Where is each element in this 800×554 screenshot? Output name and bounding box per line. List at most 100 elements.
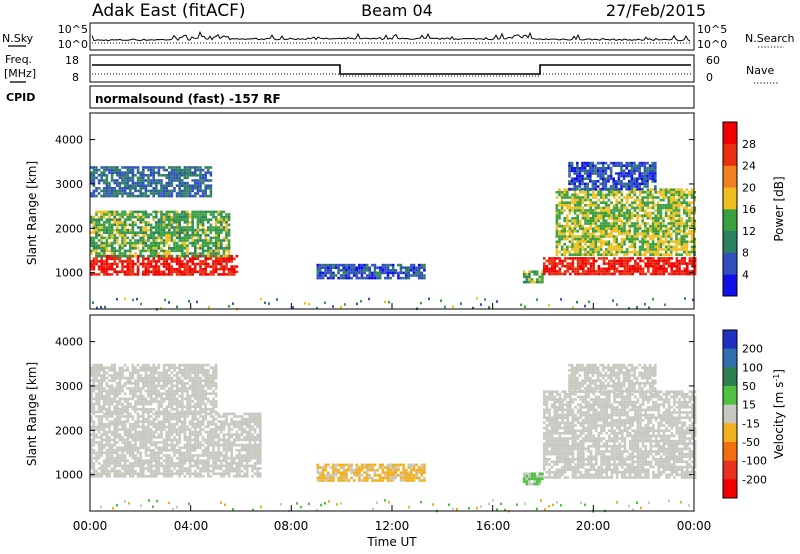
power-cell bbox=[636, 224, 639, 228]
power-cell bbox=[566, 222, 569, 225]
power-cell bbox=[664, 237, 668, 241]
velocity-cell bbox=[116, 441, 119, 444]
power-cell bbox=[157, 241, 161, 245]
power-cell bbox=[649, 211, 652, 215]
power-cell bbox=[360, 274, 364, 277]
power-cell bbox=[123, 174, 127, 177]
power-cell bbox=[204, 213, 207, 216]
velocity-cell bbox=[256, 456, 259, 460]
velocity-cell bbox=[134, 420, 137, 423]
nsky-label: N.Sky bbox=[2, 32, 34, 45]
power-cell bbox=[152, 273, 155, 276]
power-cell bbox=[201, 228, 205, 232]
velocity-cell bbox=[256, 462, 259, 465]
velocity-cell bbox=[196, 425, 200, 429]
velocity-cell bbox=[207, 441, 210, 444]
power-cell bbox=[160, 174, 163, 177]
velocity-cell bbox=[147, 462, 150, 465]
power-cell bbox=[635, 164, 639, 167]
power-cell bbox=[680, 248, 683, 251]
power-cell bbox=[609, 187, 613, 191]
velocity-cell bbox=[248, 425, 252, 429]
power-cell bbox=[220, 239, 223, 242]
power-cell bbox=[191, 262, 194, 266]
power-cell bbox=[610, 227, 613, 230]
velocity-cell bbox=[152, 443, 155, 447]
power-cell bbox=[233, 257, 236, 261]
velocity-cell bbox=[196, 430, 200, 434]
power-cell bbox=[576, 209, 579, 212]
power-cell bbox=[152, 247, 155, 250]
power-cell bbox=[363, 263, 366, 267]
velocity-cell bbox=[248, 454, 252, 457]
power-cell bbox=[610, 224, 613, 228]
power-cell bbox=[693, 222, 696, 225]
power-cell bbox=[607, 217, 611, 220]
power-cell bbox=[579, 227, 582, 230]
power-cell bbox=[675, 270, 679, 273]
power-cell bbox=[173, 249, 176, 253]
velocity-cell bbox=[235, 430, 239, 434]
power-cell bbox=[201, 192, 205, 195]
velocity-cell bbox=[243, 430, 246, 434]
power-cell bbox=[204, 228, 207, 232]
power-cell bbox=[579, 257, 582, 260]
power-cell bbox=[220, 231, 223, 234]
velocity-cell bbox=[196, 454, 200, 457]
power-cell bbox=[147, 247, 150, 250]
power-cell bbox=[599, 196, 603, 199]
power-cell bbox=[204, 234, 207, 237]
velocity-cell bbox=[134, 446, 137, 449]
power-cell bbox=[662, 217, 665, 220]
power-cell bbox=[92, 166, 96, 169]
power-cell bbox=[123, 187, 127, 190]
velocity-cell bbox=[199, 443, 202, 447]
power-cell bbox=[649, 206, 652, 210]
velocity-cell bbox=[97, 397, 101, 401]
power-cell bbox=[675, 188, 678, 191]
power-cell bbox=[654, 267, 658, 271]
power-cell bbox=[149, 179, 153, 182]
power-cell bbox=[576, 187, 579, 191]
power-cell bbox=[183, 218, 187, 221]
power-cell bbox=[685, 243, 689, 246]
power-cell bbox=[165, 257, 168, 261]
power-cell bbox=[212, 236, 215, 240]
velocity-cell bbox=[92, 438, 96, 442]
velocity-cell bbox=[183, 412, 187, 416]
power-cell bbox=[105, 231, 109, 234]
power-cell bbox=[97, 228, 101, 232]
nsearch-label: N.Search bbox=[745, 32, 795, 45]
power-cell bbox=[129, 254, 132, 258]
power-cell bbox=[108, 244, 111, 247]
power-cell bbox=[386, 269, 390, 272]
velocity-cell bbox=[183, 417, 187, 421]
power-cell bbox=[116, 249, 119, 253]
velocity-cell bbox=[201, 467, 205, 470]
velocity-cell bbox=[220, 443, 223, 447]
velocity-cell bbox=[246, 412, 249, 416]
power-cell bbox=[204, 273, 207, 276]
velocity-cell bbox=[147, 420, 150, 423]
power-cell bbox=[657, 206, 660, 210]
power-cell bbox=[644, 272, 647, 276]
power-cell bbox=[688, 230, 691, 233]
velocity-cell bbox=[90, 371, 93, 375]
power-cell bbox=[121, 226, 124, 229]
velocity-cell bbox=[238, 469, 241, 473]
power-cell bbox=[319, 269, 322, 272]
velocity-cell bbox=[108, 443, 111, 447]
power-cell bbox=[108, 194, 111, 198]
velocity-cell bbox=[100, 443, 103, 447]
power-cell bbox=[227, 213, 231, 216]
power-cell bbox=[638, 164, 641, 167]
velocity-cell bbox=[142, 446, 145, 449]
velocity-cell bbox=[147, 467, 150, 470]
power-cell bbox=[573, 201, 577, 204]
power-cell bbox=[654, 253, 657, 256]
power-cell bbox=[100, 239, 103, 242]
power-cell bbox=[207, 210, 210, 214]
power-cell bbox=[649, 188, 652, 191]
power-cell bbox=[136, 265, 140, 268]
power-cell bbox=[599, 209, 603, 212]
